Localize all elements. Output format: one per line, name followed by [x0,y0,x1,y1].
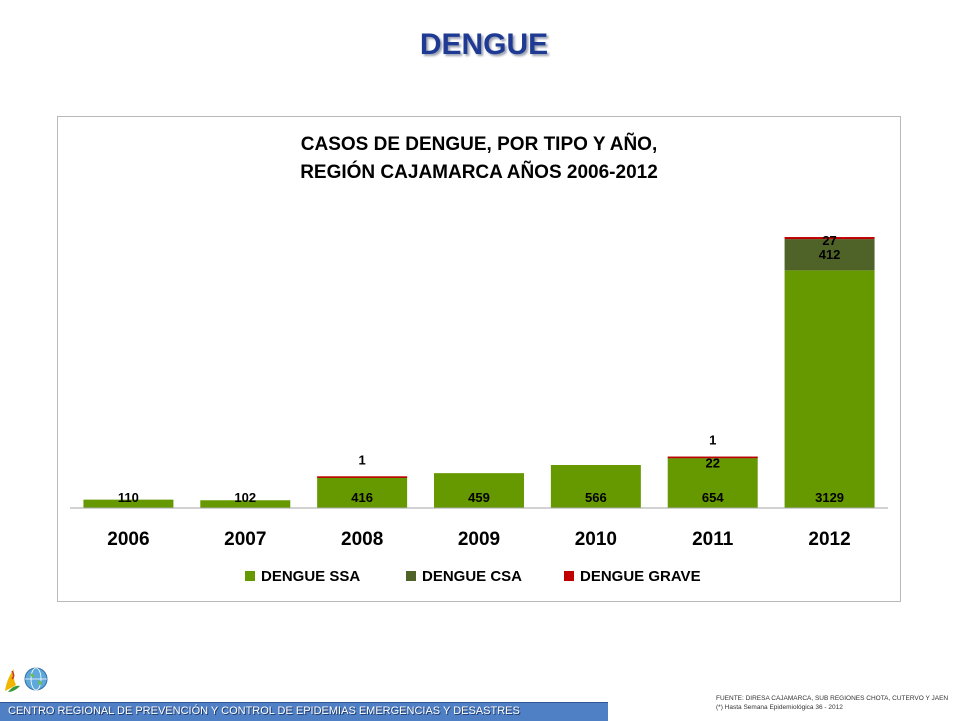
legend-swatch-dengue-ssa [245,571,255,581]
chart-title-line-1: CASOS DE DENGUE, POR TIPO Y AÑO, [301,133,658,155]
chart-title-line-2: REGIÓN CAJAMARCA AÑOS 2006-2012 [300,161,658,183]
x-tick-label-2010: 2010 [575,529,617,550]
x-tick-label-2007: 2007 [224,529,266,550]
footnote-line: (*) Hasta Semana Epidemiológica 36 - 201… [716,704,843,711]
x-tick-label-2011: 2011 [692,529,734,550]
x-tick-label-2008: 2008 [341,529,383,550]
data-label-csa-2011: 22 [705,455,719,470]
bar-dengue-ssa-2009 [434,473,524,508]
dengue-chart: CASOS DE DENGUE, POR TIPO Y AÑO, REGIÓN … [70,133,888,585]
data-label-grave-2011: 1 [709,433,716,448]
source-line: FUENTE: DIRESA CAJAMARCA, SUB REGIONES C… [716,695,949,702]
x-tick-labels-layer: 2006 2007 2008 2009 2010 2011 2012 [107,529,850,550]
bar-dengue-grave-2012 [784,237,875,240]
bar-dengue-csa-2012 [784,239,875,271]
bar-dengue-grave-2008 [317,476,408,478]
bar-dengue-grave-2011 [667,456,758,459]
x-tick-label-2006: 2006 [107,529,149,550]
data-label-grave-2008: 1 [359,452,366,467]
legend: DENGUE SSA DENGUE CSA DENGUE GRAVE [245,568,701,585]
data-label-ssa-2011: 654 [702,490,724,505]
data-label-ssa-2006: 110 [118,490,139,505]
logo-area [2,665,50,695]
data-label-ssa-2007: 102 [234,490,256,505]
legend-label-dengue-csa: DENGUE CSA [422,568,522,585]
data-label-ssa-2012: 3129 [815,490,844,505]
data-label-grave-2012: 27 [822,233,836,248]
footer-org-name: CENTRO REGIONAL DE PREVENCIÓN Y CONTROL … [8,705,520,717]
data-label-ssa-2009: 459 [468,490,490,505]
globe-icon [24,667,48,691]
bar-dengue-ssa-2008 [317,476,408,508]
data-label-csa-2012: 412 [819,247,841,262]
legend-swatch-dengue-grave [564,571,574,581]
chart-frame: CASOS DE DENGUE, POR TIPO Y AÑO, REGIÓN … [57,116,901,602]
slide-title: DENGUE [419,28,549,61]
legend-swatch-dengue-csa [406,571,416,581]
legend-label-dengue-ssa: DENGUE SSA [261,568,360,585]
bar-dengue-ssa-2007 [200,500,291,508]
footer-bar: CENTRO REGIONAL DE PREVENCIÓN Y CONTROL … [0,702,608,721]
legend-label-dengue-grave: DENGUE GRAVE [580,568,701,585]
bars-layer [83,237,875,508]
x-tick-label-2009: 2009 [458,529,500,550]
bar-dengue-ssa-2011 [667,458,758,508]
regional-logo-icon [5,669,20,692]
bar-dengue-ssa-2012 [784,270,875,508]
data-label-ssa-2010: 566 [585,490,607,505]
source-note: FUENTE: DIRESA CAJAMARCA, SUB REGIONES C… [716,694,956,712]
bar-dengue-ssa-2006 [83,499,174,508]
x-tick-label-2012: 2012 [808,529,850,550]
data-label-ssa-2008: 416 [351,490,373,505]
bar-dengue-ssa-2010 [550,465,641,508]
